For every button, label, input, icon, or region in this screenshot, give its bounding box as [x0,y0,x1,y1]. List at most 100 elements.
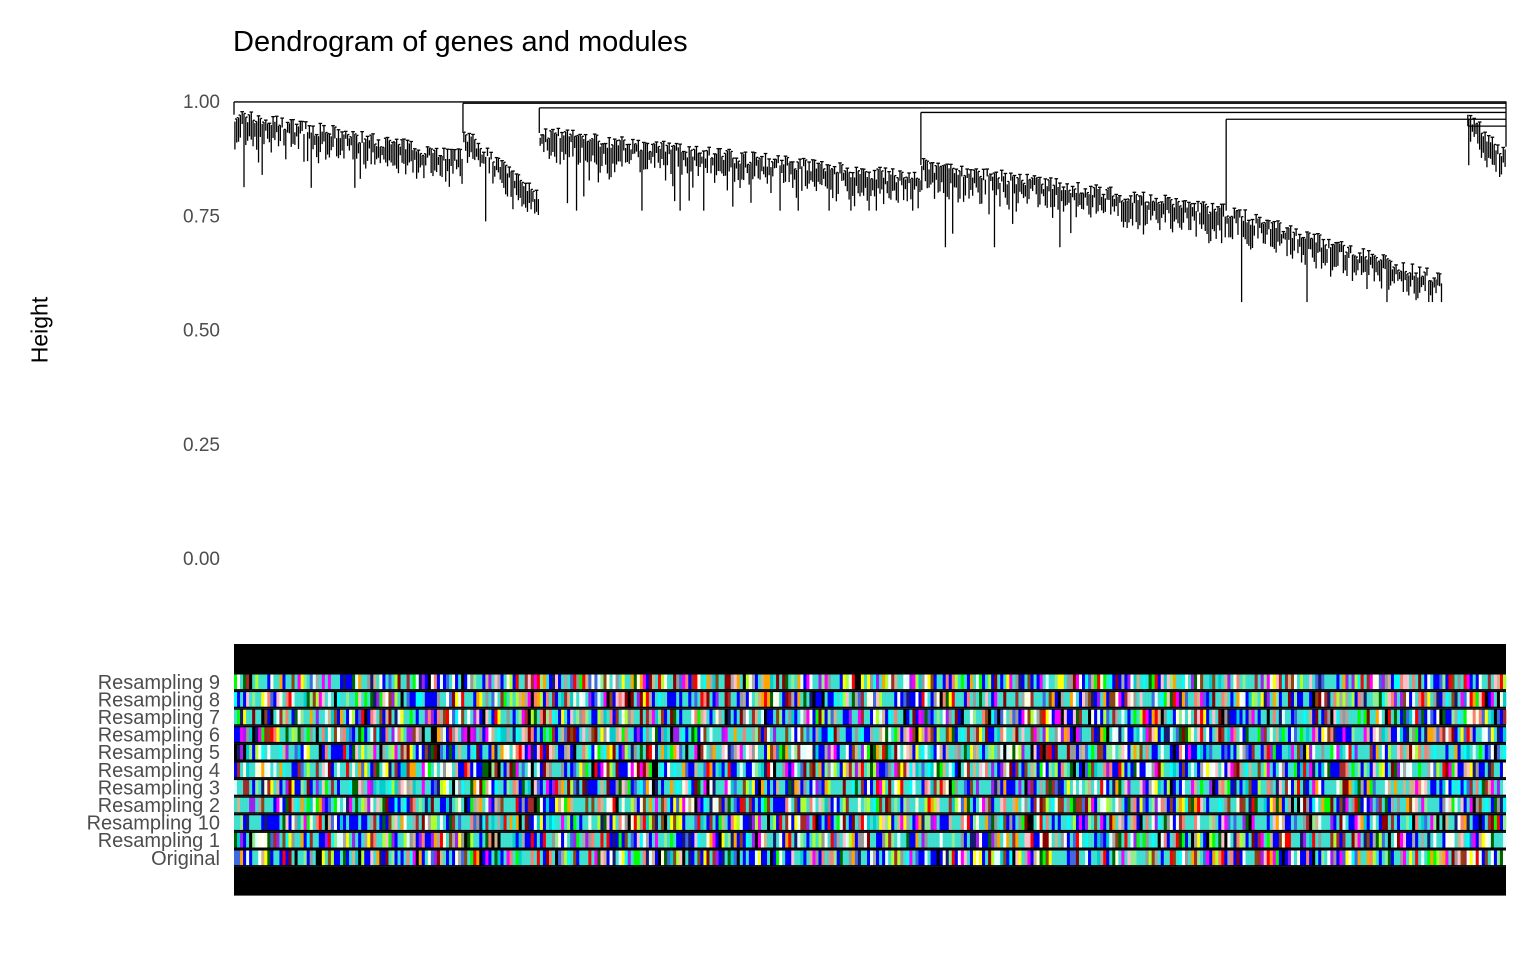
module-color-cell [1133,674,1137,690]
module-color-cell [243,692,247,707]
module-color-cell [1245,727,1249,742]
module-color-cell [1372,797,1377,813]
module-color-cell [742,727,747,742]
module-color-cell [479,692,483,707]
module-color-cell [1157,780,1162,795]
module-color-cell [661,692,665,707]
module-color-cell [760,815,765,830]
module-color-cell [748,815,753,830]
module-color-cell [1375,674,1380,690]
module-color-cell [639,815,644,830]
module-color-cell [1275,727,1280,742]
module-color-cell [979,727,983,742]
module-color-cell [555,815,559,830]
module-color-cell [1421,727,1425,742]
module-color-cell [1085,762,1089,778]
module-color-cell [991,780,995,795]
module-color-cell [582,815,586,830]
module-color-cell [1266,762,1271,778]
module-color-cell [812,780,816,795]
module-color-cell [300,762,304,778]
module-color-cell [1042,692,1046,707]
module-color-cell [715,762,719,778]
module-color-cell [991,674,995,690]
module-color-cell [854,674,859,690]
module-color-cell [482,797,486,813]
module-color-cell [1115,744,1119,760]
module-color-cell [330,780,335,795]
module-color-cell [609,797,613,813]
module-color-cell [1154,780,1159,795]
module-color-cell [670,692,674,707]
module-color-cell [403,797,407,813]
module-color-cell [336,727,341,742]
module-color-cell [506,674,510,690]
module-color-cell [1021,797,1025,813]
module-color-cell [694,762,698,778]
module-color-cell [748,709,753,725]
module-color-cell [712,709,716,725]
module-color-cell [1387,797,1392,813]
module-color-cell [312,692,317,707]
module-color-cell [870,674,874,690]
module-color-cell [1227,709,1231,725]
module-color-cell [394,692,398,707]
module-color-cell [1224,692,1228,707]
module-color-cell [321,815,326,830]
module-color-cell [1242,797,1246,813]
module-color-cell [364,762,368,778]
module-color-cell [1281,727,1286,742]
module-color-cell [367,727,371,742]
module-color-cell [576,709,580,725]
module-color-cell [1181,692,1186,707]
module-color-cell [1315,727,1319,742]
module-color-cell [933,762,937,778]
module-color-cell [388,815,392,830]
module-color-cell [930,744,934,760]
module-color-cell [985,780,989,795]
module-color-cell [476,744,480,760]
module-color-cell [963,674,968,690]
module-color-cell [767,692,771,707]
module-color-cell [960,780,965,795]
module-color-cell [979,674,983,690]
module-color-cell [330,762,335,778]
module-color-cell [960,727,965,742]
module-color-cell [912,780,916,795]
module-color-cell [400,692,404,707]
module-color-cell [370,692,374,707]
module-color-cell [1496,797,1501,813]
module-color-cell [842,744,847,760]
module-color-cell [791,780,795,795]
module-color-cell [324,762,329,778]
module-color-cell [1251,797,1255,813]
module-color-cell [627,674,632,690]
module-color-cell [1266,797,1271,813]
module-color-cell [1345,727,1349,742]
module-color-cell [1239,674,1243,690]
module-color-cell [1342,727,1346,742]
module-color-cell [1006,674,1010,690]
module-color-cell [1333,780,1337,795]
module-color-cell [733,674,738,690]
module-color-cell [1436,762,1440,778]
module-color-cell [1121,797,1125,813]
module-color-cell [1275,674,1280,690]
module-color-cell [1369,762,1374,778]
module-color-cell [945,780,950,795]
module-color-cell [1082,797,1086,813]
module-color-cell [903,674,907,690]
module-color-cell [1054,762,1059,778]
module-color-cell [1139,744,1143,760]
module-color-cell [1012,762,1016,778]
module-color-cell [736,815,741,830]
module-color-cell [1481,762,1486,778]
module-color-cell [552,692,556,707]
module-color-cell [1336,780,1340,795]
module-color-cell [800,692,804,707]
module-color-cell [252,692,256,707]
module-color-cell [764,744,768,760]
module-color-cell [1321,762,1325,778]
module-color-cell [1357,762,1361,778]
